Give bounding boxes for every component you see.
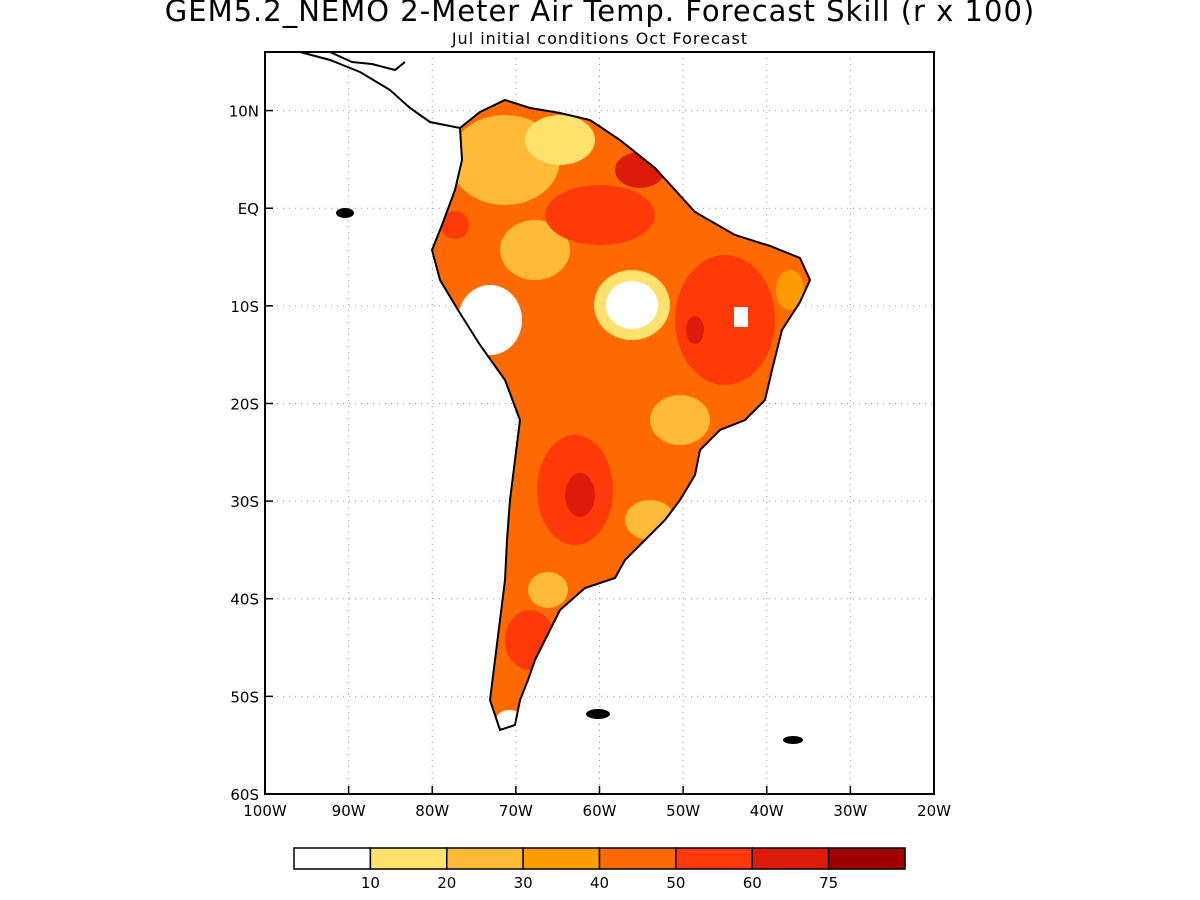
axis-ticks: 100W 90W 80W 70W 60W 50W 40W 30W 20W 10N EQ 10S 20S 3… bbox=[229, 103, 951, 820]
tick-label-lon: 80W bbox=[415, 802, 449, 820]
legend-label: 50 bbox=[666, 874, 685, 892]
tick-label-lat: 30S bbox=[230, 493, 259, 511]
tick-label-lon: 30W bbox=[833, 802, 867, 820]
tick-label-lat: 10S bbox=[230, 298, 259, 316]
legend-label: 20 bbox=[437, 874, 456, 892]
central-america-coastline bbox=[299, 51, 461, 129]
central-america-coastline-north bbox=[329, 51, 406, 72]
legend-label: 30 bbox=[514, 874, 533, 892]
legend-label: 60 bbox=[743, 874, 762, 892]
legend-label: 40 bbox=[590, 874, 609, 892]
legend-swatch bbox=[293, 847, 372, 870]
legend-swatch bbox=[369, 847, 448, 870]
tick-label-lon: 40W bbox=[750, 802, 784, 820]
tick-label-lat: 20S bbox=[230, 395, 259, 413]
legend-label: 75 bbox=[819, 874, 838, 892]
legend-label: 10 bbox=[361, 874, 380, 892]
chart-title: GEM5.2_NEMO 2-Meter Air Temp. Forecast S… bbox=[164, 0, 1036, 28]
tick-label-lon: 70W bbox=[499, 802, 533, 820]
galapagos-islands bbox=[336, 208, 354, 218]
chart-subtitle: Jul initial conditions Oct Forecast bbox=[451, 29, 749, 48]
tick-label-lat: 10N bbox=[229, 103, 259, 121]
legend-swatch bbox=[446, 847, 524, 870]
falkland-islands bbox=[586, 709, 610, 719]
legend-swatch bbox=[675, 847, 753, 870]
tick-label-lat: 40S bbox=[230, 591, 259, 609]
south-america-coastline bbox=[430, 98, 812, 732]
tick-label-lon: 60W bbox=[583, 802, 617, 820]
tick-label-lon: 50W bbox=[666, 802, 700, 820]
tick-label-lon: 100W bbox=[243, 802, 287, 820]
legend-swatch bbox=[598, 847, 677, 870]
tick-label-lat: 60S bbox=[230, 786, 259, 804]
tick-label-lon: 20W bbox=[917, 802, 951, 820]
colorbar-legend: 10 20 30 40 50 60 75 bbox=[293, 847, 906, 892]
legend-swatch bbox=[522, 847, 601, 870]
legend-swatch bbox=[751, 847, 830, 870]
tick-label-lon: 90W bbox=[332, 802, 366, 820]
tick-label-lat: 50S bbox=[230, 688, 259, 706]
legend-swatch bbox=[827, 847, 906, 870]
tick-label-lat: EQ bbox=[238, 200, 259, 218]
south-georgia-island bbox=[783, 736, 803, 744]
